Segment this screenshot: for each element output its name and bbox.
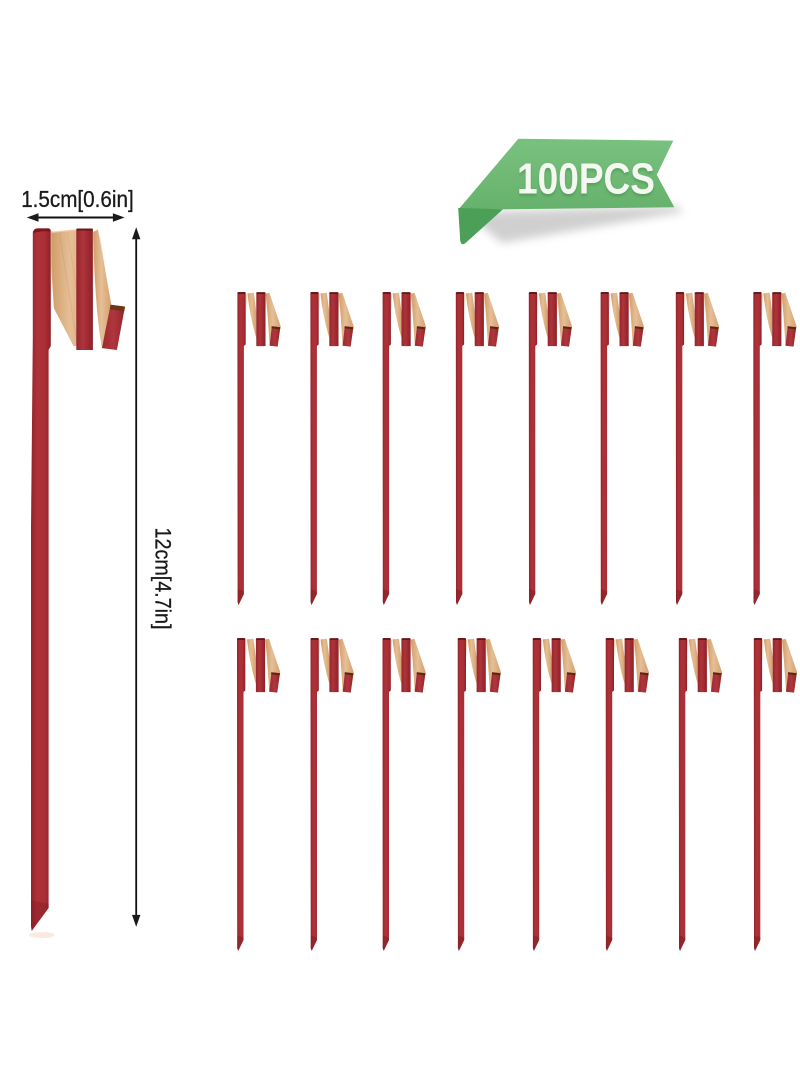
svg-text:100PCS: 100PCS [517,155,655,204]
svg-text:12cm[4.7in]: 12cm[4.7in] [150,528,175,630]
svg-text:1.5cm[0.6in]: 1.5cm[0.6in] [21,186,134,212]
svg-text:100PCS: 100PCS [517,157,655,206]
